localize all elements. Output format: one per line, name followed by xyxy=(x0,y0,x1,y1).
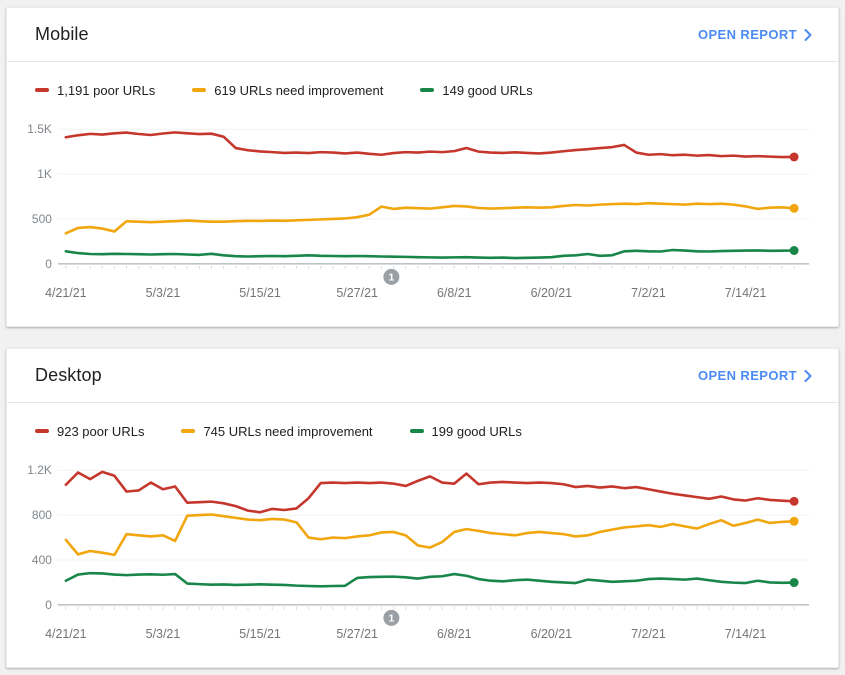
legend-item-need-improvement[interactable]: 745 URLs need improvement xyxy=(181,423,373,439)
legend-label-poor: 1,191 poor URLs xyxy=(57,82,156,98)
x-axis-label: 5/3/21 xyxy=(146,286,181,300)
legend-item-poor[interactable]: 923 poor URLs xyxy=(35,424,144,439)
legend-dash-poor xyxy=(35,429,49,433)
legend-desktop: 923 poor URLs 745 URLs need improvement … xyxy=(7,403,838,440)
series-line[interactable] xyxy=(64,131,796,159)
legend-label-need-improvement: 745 URLs need improvement xyxy=(203,423,373,439)
x-axis-label: 7/14/21 xyxy=(725,286,767,300)
series-line[interactable] xyxy=(64,470,796,514)
x-axis-label: 6/20/21 xyxy=(531,286,573,300)
y-axis-label: 1.5K xyxy=(27,122,52,136)
x-axis-label: 5/15/21 xyxy=(239,627,281,641)
legend-item-good[interactable]: 149 good URLs xyxy=(420,82,533,98)
x-axis-label: 7/2/21 xyxy=(631,627,666,641)
y-axis-label: 0 xyxy=(45,257,52,271)
mobile-line-chart[interactable]: 0 500 1K 1.5K 4/21/21 5/3/21 5/15/21 5/27/21 6/8… xyxy=(7,112,838,308)
legend-mobile: 1,191 poor URLs 619 URLs need improvemen… xyxy=(7,62,838,99)
legend-dash-poor xyxy=(35,88,49,92)
desktop-line-chart[interactable]: 0 400 800 1.2K 4/21/21 5/3/21 5/15/21 5/27/21 6/… xyxy=(7,453,838,649)
annotation-badge-circle[interactable] xyxy=(383,268,400,285)
y-axis-label: 1.2K xyxy=(27,463,52,477)
x-axis-label: 5/3/21 xyxy=(146,627,181,641)
x-axis-label: 4/21/21 xyxy=(45,286,87,300)
mobile-card: Mobile OPEN REPORT 1,191 poor URLs 619 U… xyxy=(6,7,839,327)
x-axis-label: 6/8/21 xyxy=(437,627,472,641)
y-axis-label: 1K xyxy=(37,167,52,181)
legend-dash-good xyxy=(420,88,435,92)
series-end-dot[interactable] xyxy=(789,246,799,255)
open-report-label: OPEN REPORT xyxy=(697,27,797,42)
x-axis-label: 7/2/21 xyxy=(631,286,666,300)
x-axis-label: 6/8/21 xyxy=(437,286,472,300)
open-report-label: OPEN REPORT xyxy=(697,368,797,383)
x-axis-label: 4/21/21 xyxy=(45,627,87,641)
series-line[interactable] xyxy=(64,201,796,235)
card-title-desktop: Desktop xyxy=(35,365,102,385)
legend-item-need-improvement[interactable]: 619 URLs need improvement xyxy=(192,83,383,98)
y-axis-label: 500 xyxy=(32,212,52,226)
y-axis-label: 0 xyxy=(45,598,52,612)
legend-label-good: 149 good URLs xyxy=(442,82,533,98)
series-line[interactable] xyxy=(64,571,796,588)
series-line[interactable] xyxy=(64,248,796,260)
card-title-mobile: Mobile xyxy=(35,24,89,44)
x-axis-label: 7/14/21 xyxy=(725,627,767,641)
legend-label-poor: 923 poor URLs xyxy=(57,423,145,439)
annotation-badge[interactable]: 1 xyxy=(383,609,400,626)
series-end-dot[interactable] xyxy=(789,152,799,162)
x-axis-label: 5/15/21 xyxy=(239,286,281,300)
series-line[interactable] xyxy=(64,513,796,557)
series-end-dot[interactable] xyxy=(789,516,799,526)
chevron-right-icon xyxy=(804,28,812,41)
mobile-card-header: Mobile OPEN REPORT xyxy=(7,8,838,62)
legend-item-poor[interactable]: 1,191 poor URLs xyxy=(35,83,155,98)
legend-dash-need-improvement xyxy=(192,88,207,92)
open-report-link-desktop[interactable]: OPEN REPORT xyxy=(698,368,812,383)
desktop-card-header: Desktop OPEN REPORT xyxy=(7,349,838,403)
legend-item-good[interactable]: 199 good URLs xyxy=(409,423,522,439)
x-axis-label: 6/20/21 xyxy=(531,627,573,641)
y-axis-label: 800 xyxy=(32,508,52,522)
annotation-badge-label: 1 xyxy=(388,273,394,284)
x-axis-label: 5/27/21 xyxy=(336,627,378,641)
desktop-card: Desktop OPEN REPORT 923 poor URLs 745 UR… xyxy=(6,348,839,668)
annotation-badge-circle[interactable] xyxy=(383,609,400,626)
legend-label-need-improvement: 619 URLs need improvement xyxy=(214,82,384,98)
y-axis-label: 400 xyxy=(32,553,52,567)
series-end-dot[interactable] xyxy=(789,578,799,588)
annotation-badge-label: 1 xyxy=(388,614,394,625)
series-end-dot[interactable] xyxy=(789,203,799,213)
legend-label-good: 199 good URLs xyxy=(431,423,522,439)
x-axis-label: 5/27/21 xyxy=(336,286,378,300)
series-end-dot[interactable] xyxy=(789,496,799,506)
chevron-right-icon xyxy=(804,369,812,382)
annotation-badge[interactable]: 1 xyxy=(383,268,400,285)
legend-dash-good xyxy=(409,429,424,433)
open-report-link-mobile[interactable]: OPEN REPORT xyxy=(698,27,812,42)
legend-dash-need-improvement xyxy=(181,429,196,433)
